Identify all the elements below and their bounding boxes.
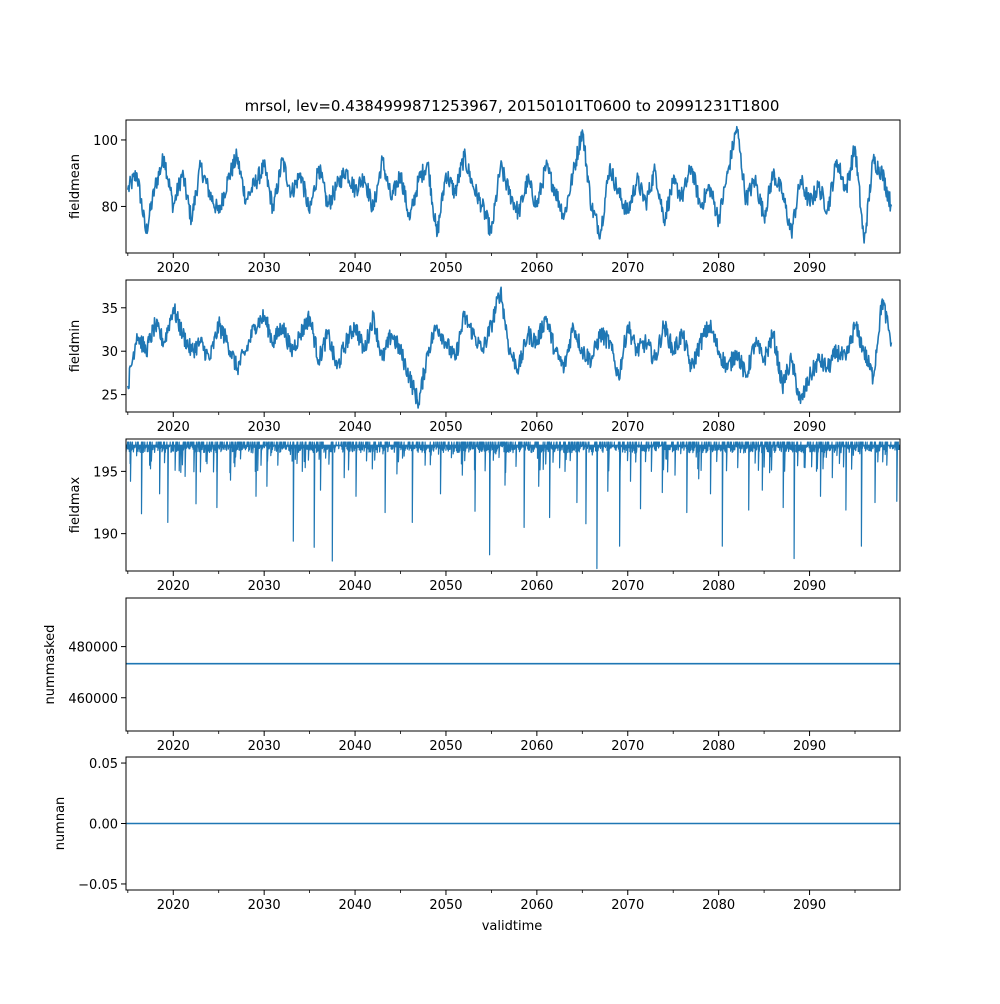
x-tick-label: 2080 xyxy=(702,579,735,594)
x-tick-label: 2020 xyxy=(157,898,190,913)
series-line-fieldmin xyxy=(127,286,893,409)
x-axis-label: validtime xyxy=(482,919,543,934)
y-tick-label: 30 xyxy=(101,345,118,360)
y-tick-label: 480000 xyxy=(68,641,118,656)
x-tick-label: 2060 xyxy=(520,579,553,594)
axes-frame-nummasked xyxy=(125,597,901,732)
x-tick-label: 2060 xyxy=(520,420,553,435)
panels: 2020 2030 2040 2050 2060 2070 2080 2090 80 100 fie… xyxy=(43,119,901,913)
x-tick-label: 2040 xyxy=(339,420,372,435)
y-tick-label: 0.00 xyxy=(89,818,118,833)
x-tick-label: 2050 xyxy=(429,579,462,594)
y-tick-label: −0.05 xyxy=(78,878,118,893)
x-tick-label: 2070 xyxy=(611,261,644,276)
panel-fieldmax: 2020 2030 2040 2050 2060 2070 2080 2090 190 195 fi… xyxy=(68,438,901,594)
panel-nummasked: 2020 2030 2040 2050 2060 2070 2080 2090 460000 48… xyxy=(43,597,901,754)
y-axis-label-fieldmax: fieldmax xyxy=(68,477,83,534)
x-tick-label: 2030 xyxy=(248,898,281,913)
x-tick-label: 2060 xyxy=(520,898,553,913)
x-tick-label: 2080 xyxy=(702,261,735,276)
y-tick-label: 190 xyxy=(93,528,118,543)
panel-fieldmin: 2020 2030 2040 2050 2060 2070 2080 2090 25 30 35 fi… xyxy=(68,279,901,435)
x-tick-label: 2090 xyxy=(793,739,826,754)
y-tick-label: 0.05 xyxy=(89,757,118,772)
x-tick-label: 2020 xyxy=(157,261,190,276)
y-tick-label: 80 xyxy=(101,200,118,215)
y-tick-label: 25 xyxy=(101,389,118,404)
chart-title: mrsol, lev=0.4384999871253967, 20150101T… xyxy=(245,97,780,115)
axes-frame-fieldmean xyxy=(125,119,901,254)
x-tick-label: 2040 xyxy=(339,579,372,594)
x-tick-label: 2080 xyxy=(702,420,735,435)
x-tick-label: 2070 xyxy=(611,739,644,754)
y-axis-label-fieldmean: fieldmean xyxy=(68,154,83,219)
x-tick-label: 2080 xyxy=(702,898,735,913)
x-tick-label: 2070 xyxy=(611,898,644,913)
y-tick-label: 460000 xyxy=(68,692,118,707)
x-tick-label: 2090 xyxy=(793,579,826,594)
series-line-fieldmax xyxy=(126,441,900,570)
x-tick-label: 2040 xyxy=(339,898,372,913)
axes-frame-fieldmin xyxy=(125,279,901,413)
x-tick-label: 2090 xyxy=(793,420,826,435)
x-tick-label: 2040 xyxy=(339,739,372,754)
x-tick-label: 2030 xyxy=(248,579,281,594)
x-tick-label: 2060 xyxy=(520,261,553,276)
x-tick-label: 2090 xyxy=(793,261,826,276)
y-tick-label: 195 xyxy=(93,465,118,480)
panel-numnan: 2020 2030 2040 2050 2060 2070 2080 2090 −0.05 0.0… xyxy=(53,756,901,913)
y-axis-label-fieldmin: fieldmin xyxy=(68,320,83,373)
y-axis-label-numnan: numnan xyxy=(53,797,68,851)
axes-frame-fieldmax xyxy=(125,438,901,572)
x-tick-label: 2050 xyxy=(429,898,462,913)
x-tick-label: 2090 xyxy=(793,898,826,913)
y-tick-label: 100 xyxy=(93,134,118,149)
x-tick-label: 2030 xyxy=(248,261,281,276)
y-tick-label: 35 xyxy=(101,302,118,317)
x-tick-label: 2020 xyxy=(157,579,190,594)
x-tick-label: 2070 xyxy=(611,420,644,435)
panel-fieldmean: 2020 2030 2040 2050 2060 2070 2080 2090 80 100 fie… xyxy=(68,119,901,276)
x-tick-label: 2050 xyxy=(429,261,462,276)
x-tick-label: 2070 xyxy=(611,579,644,594)
x-tick-label: 2060 xyxy=(520,739,553,754)
x-tick-label: 2040 xyxy=(339,261,372,276)
series-line-fieldmean xyxy=(127,125,893,244)
x-tick-label: 2050 xyxy=(429,420,462,435)
x-tick-label: 2030 xyxy=(248,739,281,754)
x-tick-label: 2050 xyxy=(429,739,462,754)
x-tick-label: 2030 xyxy=(248,420,281,435)
y-axis-label-nummasked: nummasked xyxy=(43,625,58,705)
x-tick-label: 2080 xyxy=(702,739,735,754)
x-tick-label: 2020 xyxy=(157,739,190,754)
x-tick-label: 2020 xyxy=(157,420,190,435)
